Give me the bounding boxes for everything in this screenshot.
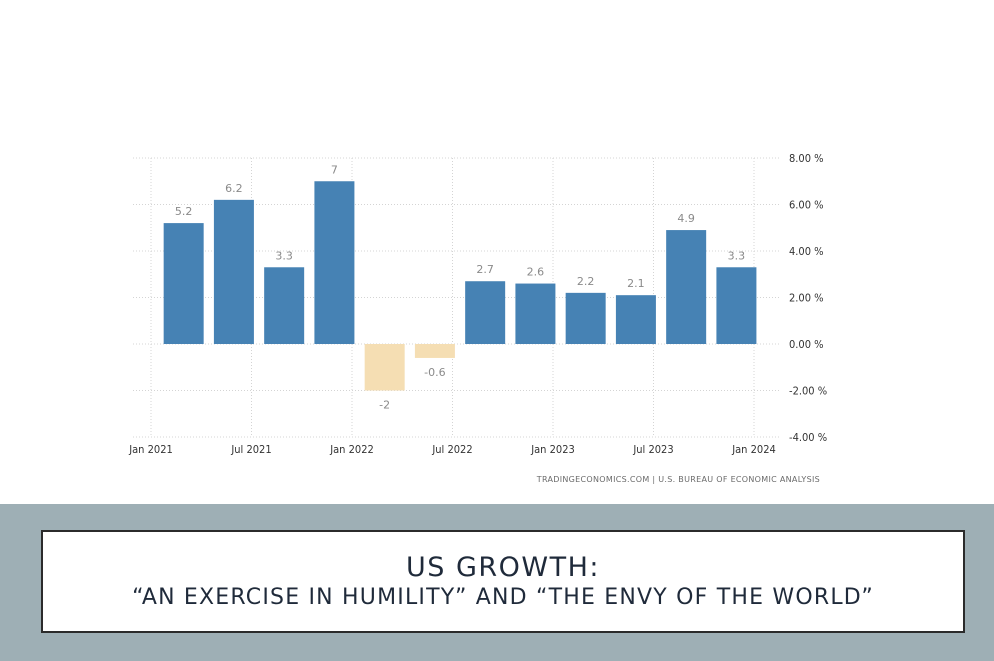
bar-value-label: 2.2 <box>577 275 595 288</box>
y-tick-label: 2.00 % <box>789 292 824 305</box>
x-axis-ticks: Jan 2021 Jul 2021 Jan 2022 Jul 2022 Jan 2023… <box>128 443 776 456</box>
bar-value-label: -2 <box>379 399 390 412</box>
bar <box>213 199 254 344</box>
slide-title: US GROWTH: <box>405 551 600 583</box>
bar <box>716 267 757 344</box>
bar-value-label: 4.9 <box>677 212 695 225</box>
bar-value-label: 2.6 <box>527 266 545 279</box>
bar <box>666 230 707 344</box>
y-tick-label: -4.00 % <box>789 431 827 444</box>
x-tick-label: Jan 2021 <box>128 443 173 456</box>
bar <box>615 295 656 344</box>
bar-value-label: 7 <box>331 163 338 176</box>
slide-subtitle: “AN EXERCISE IN HUMILITY” AND “THE ENVY … <box>132 584 874 610</box>
x-tick-label: Jan 2022 <box>329 443 374 456</box>
y-axis-ticks: 8.00 % 6.00 % 4.00 % 2.00 % 0.00 % -2.00 % -4.… <box>789 152 827 444</box>
x-tick-label: Jul 2021 <box>230 443 271 456</box>
y-tick-label: 0.00 % <box>789 338 824 351</box>
bar <box>314 181 355 344</box>
bar <box>565 292 606 344</box>
slide-title-box: US GROWTH: “AN EXERCISE IN HUMILITY” AND… <box>41 530 965 633</box>
y-tick-label: 6.00 % <box>789 199 824 212</box>
y-tick-label: 4.00 % <box>789 245 824 258</box>
bar-value-label: -0.6 <box>424 366 445 379</box>
y-tick-label: 8.00 % <box>789 152 824 165</box>
bar <box>515 283 556 344</box>
bar <box>364 344 405 391</box>
x-tick-label: Jul 2022 <box>431 443 472 456</box>
x-tick-label: Jan 2023 <box>530 443 575 456</box>
bars <box>163 181 757 391</box>
x-tick-label: Jul 2023 <box>632 443 673 456</box>
bar-value-label: 2.7 <box>476 263 494 276</box>
bar-value-label: 3.3 <box>728 249 746 262</box>
chart-source: TRADINGECONOMICS.COM | U.S. BUREAU OF EC… <box>536 475 820 484</box>
y-tick-label: -2.00 % <box>789 385 827 398</box>
x-tick-label: Jan 2024 <box>731 443 776 456</box>
bar-value-label: 3.3 <box>275 249 293 262</box>
bar <box>163 223 204 344</box>
bar-value-label: 2.1 <box>627 277 645 290</box>
bar <box>465 281 506 344</box>
gdp-growth-chart: 5.2 6.2 3.3 7 -2 -0.6 2.7 2.6 2.2 2.1 4.9 3.3 8.00 … <box>128 152 827 456</box>
bar <box>414 344 455 358</box>
bar-value-label: 5.2 <box>175 205 193 218</box>
bar-value-label: 6.2 <box>225 182 243 195</box>
data-labels: 5.2 6.2 3.3 7 -2 -0.6 2.7 2.6 2.2 2.1 4.9 3.3 <box>175 163 745 411</box>
bar <box>264 267 305 344</box>
